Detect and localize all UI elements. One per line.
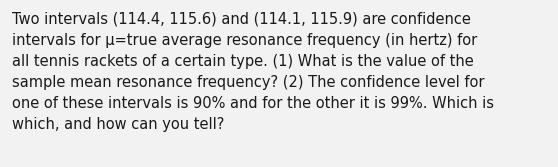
Text: Two intervals (114.4, 115.6) and (114.1, 115.9) are confidence
intervals for μ=t: Two intervals (114.4, 115.6) and (114.1,…	[12, 12, 494, 132]
